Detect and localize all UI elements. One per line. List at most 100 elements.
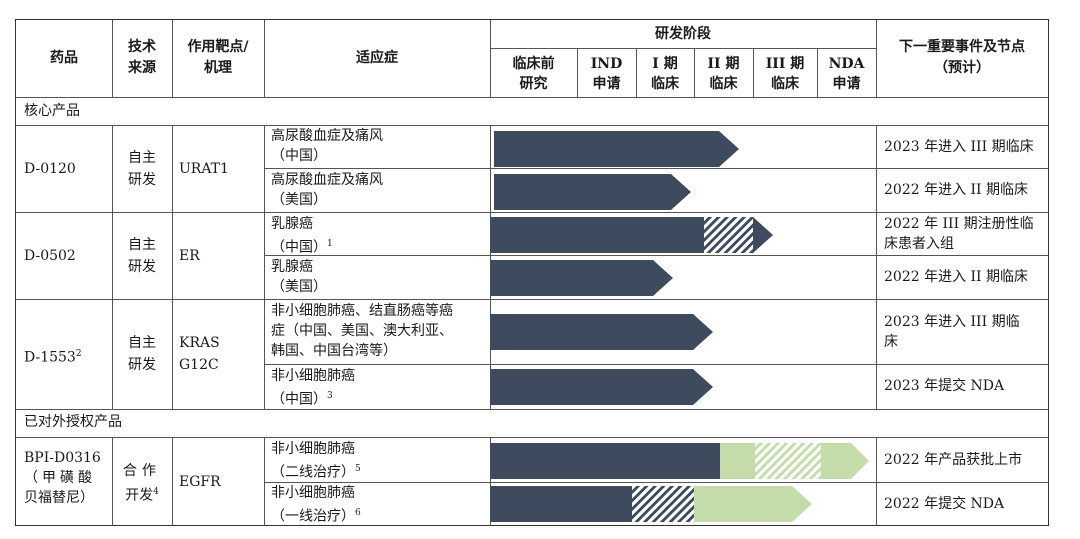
header-indication: 适应症 <box>356 50 398 66</box>
progress-bar <box>494 174 671 210</box>
footnote-marker: 4 <box>153 487 159 497</box>
col-line <box>490 438 491 526</box>
drug-source: 自主 <box>128 150 156 166</box>
stage-preclinical-1: 临床前 <box>512 56 555 72</box>
stage-col-line <box>753 48 754 98</box>
progress-bar <box>490 443 720 479</box>
progress-arrow-tip <box>653 260 673 296</box>
indication-region: （美国） <box>271 192 327 208</box>
stage-col-line <box>577 48 578 98</box>
stage-phase1-1: I 期 <box>652 56 678 72</box>
progress-arrow-tip <box>792 486 812 522</box>
drug-source: 研发 <box>128 357 156 373</box>
footnote-marker: 2 <box>75 349 82 359</box>
indication-region: （中国）1 <box>271 239 333 256</box>
next-event: 床患者入组 <box>884 236 954 252</box>
stage-nda-1: NDA <box>828 56 865 72</box>
next-event: 2023 年进入 III 期临床 <box>884 139 1034 155</box>
footnote-marker: 5 <box>355 464 361 474</box>
indication-text: 非小细胞肺癌 <box>271 368 355 384</box>
progress-bar-partner <box>720 443 755 479</box>
section-core-products: 核心产品 <box>24 103 80 119</box>
indication-text: 非小细胞肺癌、结直肠癌等癌 <box>271 303 453 319</box>
progress-bar <box>490 260 653 296</box>
drug-name-generic: （甲磺酸 <box>24 470 96 486</box>
indication-text: 非小细胞肺癌 <box>271 441 355 457</box>
drug-source: 自主 <box>128 237 156 253</box>
drug-target: ER <box>179 248 200 264</box>
drug-name-bpi-d0316: BPI-D0316 <box>24 450 101 466</box>
header-bottom-line <box>16 97 1048 98</box>
indication-text: 高尿酸血症及痛风 <box>271 172 383 188</box>
group-line <box>16 299 1048 300</box>
stage-ind-1: IND <box>590 56 623 72</box>
progress-bar-partner-in-progress <box>755 443 821 479</box>
next-event: 床 <box>884 334 898 350</box>
progress-arrow-tip <box>851 443 869 479</box>
drug-source: 自主 <box>128 335 156 351</box>
drug-name-d1553: D-15532 <box>24 349 82 366</box>
col-line <box>876 20 877 98</box>
progress-bar-partner <box>694 486 792 522</box>
stage-phase3-1: III 期 <box>765 56 805 72</box>
next-event: 2023 年提交 NDA <box>884 378 1005 394</box>
group-line <box>16 212 1048 213</box>
header-target-2: 机理 <box>204 60 232 76</box>
stage-nda-2: 申请 <box>832 76 861 92</box>
drug-target: KRAS <box>179 335 220 351</box>
progress-arrow-tip <box>693 314 713 350</box>
next-event: 2022 年进入 II 期临床 <box>884 269 1029 285</box>
next-event: 2023 年进入 III 期临 <box>884 314 1020 330</box>
stage-header-divider <box>490 48 876 49</box>
header-next-event-1: 下一重要事件及节点 <box>899 39 1025 55</box>
header-source-2: 来源 <box>128 60 156 76</box>
indication-region: （美国） <box>271 279 327 295</box>
row-line <box>264 168 1048 169</box>
drug-name-d0120: D-0120 <box>24 161 76 177</box>
progress-bar-partner <box>821 443 851 479</box>
drug-source: 合作 <box>123 463 161 479</box>
col-line <box>876 126 877 409</box>
stage-phase1-2: 临床 <box>651 76 679 92</box>
section-line <box>16 125 1048 126</box>
indication-text: 非小细胞肺癌 <box>271 485 355 501</box>
pipeline-table: 药品 技术 来源 作用靶点/ 机理 适应症 研发阶段 临床前 研究 IND 申请… <box>15 19 1049 526</box>
stage-phase2-2: 临床 <box>709 76 738 92</box>
col-line <box>264 20 265 98</box>
indication-region: （中国） <box>271 148 327 164</box>
header-next-event-2: （预计） <box>934 60 990 76</box>
col-line <box>112 20 113 98</box>
indication-text: 乳腺癌 <box>271 259 313 275</box>
next-event: 2022 年进入 II 期临床 <box>884 182 1029 198</box>
section-licensed-products: 已对外授权产品 <box>24 414 122 430</box>
indication-text: 韩国、中国台湾等） <box>271 343 397 359</box>
drug-name-d0502: D-0502 <box>24 248 76 264</box>
progress-bar-in-progress <box>632 486 694 522</box>
drug-source: 研发 <box>128 172 156 188</box>
footnote-marker: 1 <box>327 239 333 249</box>
footnote-marker: 3 <box>327 391 333 401</box>
stage-phase3-2: 临床 <box>771 76 799 92</box>
progress-bar <box>490 314 693 350</box>
drug-target: G12C <box>179 357 219 373</box>
stage-phase2-1: II 期 <box>707 56 740 72</box>
progress-arrow-tip <box>671 174 691 210</box>
stage-ind-2: 申请 <box>592 76 621 92</box>
progress-arrow-tip <box>753 217 773 253</box>
col-line <box>264 126 265 409</box>
next-event: 2022 年 III 期注册性临 <box>884 216 1034 232</box>
stage-col-line <box>694 48 695 98</box>
indication-text: 症（中国、美国、澳大利亚、 <box>271 323 453 339</box>
col-line <box>172 20 173 98</box>
col-line <box>876 438 877 526</box>
next-event: 2022 年提交 NDA <box>884 496 1005 512</box>
progress-arrow-tip <box>693 369 713 405</box>
footnote-marker: 6 <box>355 508 361 518</box>
col-line <box>112 438 113 526</box>
drug-source: 开发4 <box>125 487 159 504</box>
progress-bar-in-progress <box>704 217 753 253</box>
indication-region: （中国）3 <box>271 391 333 408</box>
indication-text: 高尿酸血症及痛风 <box>271 128 383 144</box>
stage-col-line <box>636 48 637 98</box>
col-line <box>172 126 173 409</box>
